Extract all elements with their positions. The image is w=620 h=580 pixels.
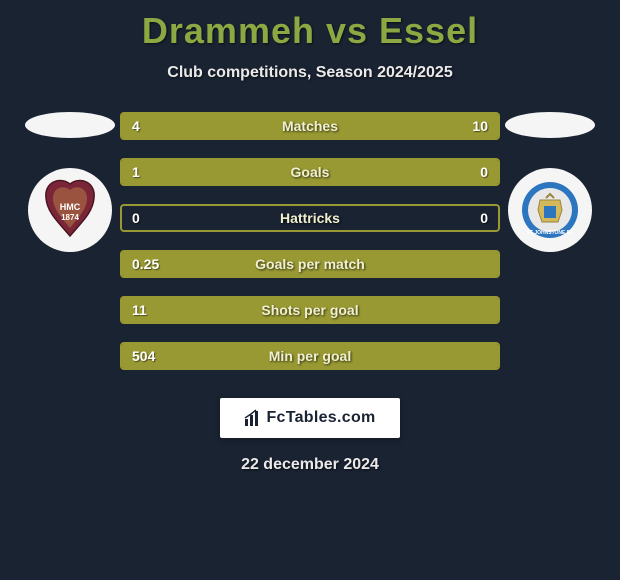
stat-left-value: 4 (122, 114, 227, 138)
player-photo-placeholder-right (505, 112, 595, 138)
stat-row: 11Shots per goal (120, 296, 500, 324)
stat-bars-container: 410Matches 10Goals 00Hattricks 0.25Goals pe… (120, 112, 500, 370)
comparison-panel: HMC 1874 410Matches 10Goals 00Hattricks 0.2… (0, 112, 620, 370)
svg-text:ST JOHNSTONE FC: ST JOHNSTONE FC (527, 230, 574, 236)
player-photo-placeholder-left (25, 112, 115, 138)
svg-text:1874: 1874 (61, 213, 79, 222)
stat-left-value: 504 (122, 344, 488, 368)
stat-row: 10Goals (120, 158, 500, 186)
svg-text:HMC: HMC (60, 202, 81, 212)
page-subtitle: Club competitions, Season 2024/2025 (0, 64, 620, 82)
stat-right-value: 10 (227, 114, 498, 138)
stat-left-value: 11 (122, 298, 488, 322)
stat-row: 0.25Goals per match (120, 250, 500, 278)
brand-logo[interactable]: FcTables.com (220, 398, 400, 438)
brand-text: FcTables.com (266, 409, 375, 427)
stat-row: 504Min per goal (120, 342, 500, 370)
stjohnstone-crest-icon: ST JOHNSTONE FC (520, 180, 580, 240)
stat-right-value: 0 (378, 160, 498, 184)
stat-right-value (488, 298, 498, 322)
stat-left-value: 0.25 (122, 252, 488, 276)
chart-icon (244, 409, 262, 427)
page-title: Drammeh vs Essel (0, 0, 620, 52)
stat-left-value: 1 (122, 160, 378, 184)
stat-right-value (488, 344, 498, 368)
stat-row: 410Matches (120, 112, 500, 140)
club-crest-right: ST JOHNSTONE FC (508, 168, 592, 252)
club-crest-left: HMC 1874 (28, 168, 112, 252)
hearts-crest-icon: HMC 1874 (42, 178, 98, 242)
stat-right-value (488, 252, 498, 276)
right-player-column: ST JOHNSTONE FC (500, 112, 600, 252)
stat-row: 00Hattricks (120, 204, 500, 232)
stat-left-value: 0 (122, 206, 310, 230)
snapshot-date: 22 december 2024 (0, 456, 620, 474)
stat-right-value: 0 (310, 206, 498, 230)
left-player-column: HMC 1874 (20, 112, 120, 252)
